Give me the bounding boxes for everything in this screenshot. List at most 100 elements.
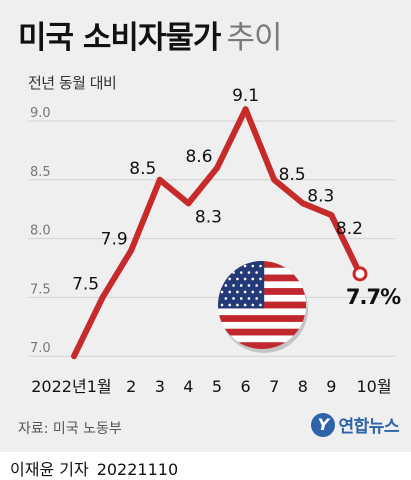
- flag-star: [251, 277, 255, 281]
- flag-star: [232, 284, 235, 287]
- flag-star: [259, 264, 262, 268]
- y-axis-ticks: 7.0 7.5 8.0 8.5 9.0: [30, 106, 51, 356]
- flag-star: [220, 290, 224, 294]
- y-tick-label: 7.5: [30, 282, 51, 297]
- flag-star: [239, 271, 243, 274]
- data-labels: 7.57.98.58.38.69.18.58.38.27.7%: [72, 86, 402, 309]
- flag-star: [259, 290, 262, 294]
- source-note: 자료: 미국 노동부: [18, 421, 122, 437]
- y-tick-label: 8.5: [30, 165, 51, 180]
- flag-star: [247, 297, 251, 300]
- flag-star: [251, 264, 255, 268]
- flag-star: [243, 303, 247, 307]
- title-main: 미국 소비자물가: [18, 20, 221, 56]
- flag-star: [251, 303, 255, 307]
- x-tick-label: 4: [183, 377, 193, 396]
- flag-star: [228, 290, 231, 294]
- data-point-last: [352, 266, 368, 282]
- data-point: [271, 176, 278, 183]
- gridlines: [28, 120, 395, 357]
- chart-title: 미국 소비자물가 추이: [18, 18, 282, 58]
- flag-body: [218, 261, 306, 349]
- x-tick-label: 6: [241, 377, 251, 396]
- data-point: [99, 294, 106, 301]
- data-label: 7.5: [72, 274, 99, 294]
- flag-star: [255, 271, 258, 274]
- data-label: 7.9: [101, 229, 128, 249]
- flag-star: [243, 264, 247, 268]
- flag-star: [236, 290, 239, 294]
- reporter-name: 이재윤 기자: [10, 460, 89, 479]
- flag-star: [236, 303, 239, 307]
- flag-star: [255, 284, 258, 287]
- flag-star: [220, 277, 224, 281]
- flag-stripe: [218, 321, 306, 330]
- flag-star: [224, 284, 228, 287]
- data-point: [185, 200, 192, 207]
- x-tick-label: 3: [155, 377, 165, 396]
- flag-star: [239, 284, 243, 287]
- flag-star: [232, 297, 235, 300]
- data-label: 8.3: [195, 207, 222, 227]
- y-tick-label: 9.0: [30, 106, 51, 121]
- byline: 이재윤 기자 20221110: [10, 456, 178, 480]
- flag-star: [228, 303, 231, 307]
- flag-star: [236, 277, 239, 281]
- chart-card: 미국 소비자물가 추이 전년 동월 대비 7.0 7.5 8.0 8.5 9.0 2022…: [0, 0, 411, 452]
- data-label: 8.2: [336, 219, 363, 239]
- data-label: 7.7%: [346, 285, 401, 309]
- x-tick-label: 5: [212, 377, 222, 396]
- flag-star: [228, 264, 231, 268]
- flag-stripe: [218, 342, 306, 349]
- flag-star: [224, 271, 228, 274]
- y-tick-label: 8.0: [30, 224, 51, 239]
- data-label: 9.1: [232, 86, 259, 106]
- flag-star: [251, 290, 255, 294]
- x-axis-ticks: 2022년1월 2 3 4 5 6 7 8 9 10월: [31, 377, 391, 396]
- us-flag-icon: [218, 261, 308, 353]
- data-point: [242, 106, 249, 113]
- publish-date: 20221110: [96, 460, 179, 479]
- agency-mark-icon: Y: [311, 412, 336, 437]
- flag-star: [247, 284, 251, 287]
- y-tick-label: 7.0: [30, 341, 51, 356]
- flag-star: [259, 277, 262, 281]
- x-tick-label: 9: [326, 377, 336, 396]
- data-label: 8.3: [307, 186, 334, 206]
- series-line: [71, 106, 368, 360]
- line-chart: 7.07.58.08.59.0 2022년1월 2 3 4 5 6 7 8 9 10월 7.57.…: [28, 86, 402, 396]
- x-tick-label: 7: [269, 377, 279, 396]
- flag-stripe: [218, 328, 306, 336]
- agency-logo: Y 연합뉴스: [311, 412, 399, 437]
- x-tick-label: 8: [298, 377, 308, 396]
- data-point: [128, 247, 135, 254]
- x-tick-label: 10월: [356, 377, 391, 396]
- flag-star: [247, 271, 251, 274]
- flag-stripe: [218, 308, 306, 316]
- flag-star: [224, 297, 228, 300]
- data-point: [328, 212, 335, 219]
- flag-stripe: [218, 315, 306, 323]
- flag-star: [243, 277, 247, 281]
- flag-star: [220, 303, 224, 307]
- flag-star: [228, 277, 231, 281]
- flag-star: [236, 264, 239, 268]
- data-label: 8.5: [279, 165, 306, 185]
- flag-star: [243, 290, 247, 294]
- flag-star: [255, 297, 258, 300]
- flag-star: [259, 303, 262, 307]
- x-tick-label: 2: [126, 377, 136, 396]
- data-point: [156, 176, 163, 183]
- flag-star: [232, 271, 235, 274]
- flag-stripe: [218, 335, 306, 343]
- title-suffix: 추이: [226, 20, 282, 56]
- flag-star: [239, 297, 243, 300]
- data-point: [214, 165, 220, 172]
- flag-star: [220, 264, 224, 268]
- x-tick-label: 2022년1월: [31, 377, 111, 396]
- agency-name: 연합뉴스: [338, 417, 399, 437]
- data-label: 8.6: [185, 147, 212, 167]
- chart-subtitle: 전년 동월 대비: [28, 74, 117, 92]
- data-label: 8.5: [129, 159, 156, 179]
- data-point: [299, 200, 306, 207]
